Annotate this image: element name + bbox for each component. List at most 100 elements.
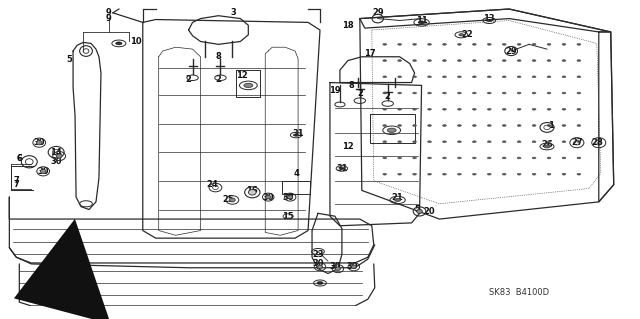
Circle shape bbox=[487, 43, 491, 45]
Circle shape bbox=[562, 125, 566, 126]
Text: 31: 31 bbox=[336, 164, 348, 173]
Circle shape bbox=[458, 60, 461, 62]
Text: 30: 30 bbox=[262, 193, 274, 202]
Text: 30: 30 bbox=[51, 157, 62, 166]
Circle shape bbox=[383, 76, 387, 78]
Circle shape bbox=[532, 108, 536, 110]
Text: 10: 10 bbox=[130, 37, 141, 46]
Text: 8: 8 bbox=[349, 81, 355, 90]
Circle shape bbox=[383, 173, 387, 175]
Circle shape bbox=[442, 108, 446, 110]
Circle shape bbox=[442, 173, 446, 175]
Text: 19: 19 bbox=[329, 86, 340, 95]
Circle shape bbox=[487, 92, 491, 94]
Circle shape bbox=[577, 92, 580, 94]
Circle shape bbox=[532, 92, 536, 94]
Ellipse shape bbox=[266, 195, 271, 199]
Circle shape bbox=[517, 92, 521, 94]
Ellipse shape bbox=[417, 209, 422, 213]
Circle shape bbox=[428, 108, 431, 110]
Circle shape bbox=[577, 108, 580, 110]
Text: 23: 23 bbox=[312, 250, 324, 259]
Circle shape bbox=[562, 157, 566, 159]
Circle shape bbox=[428, 43, 431, 45]
Text: 1: 1 bbox=[548, 121, 554, 130]
Circle shape bbox=[244, 83, 253, 87]
Circle shape bbox=[442, 76, 446, 78]
Circle shape bbox=[517, 43, 521, 45]
Text: 2: 2 bbox=[186, 75, 191, 84]
Circle shape bbox=[419, 21, 425, 24]
Circle shape bbox=[397, 141, 401, 143]
Circle shape bbox=[562, 108, 566, 110]
Circle shape bbox=[472, 43, 476, 45]
Circle shape bbox=[383, 108, 387, 110]
Text: 7: 7 bbox=[13, 180, 19, 189]
Text: 28: 28 bbox=[591, 138, 603, 147]
Circle shape bbox=[428, 141, 431, 143]
Text: 12: 12 bbox=[342, 142, 354, 151]
Circle shape bbox=[562, 43, 566, 45]
Ellipse shape bbox=[40, 169, 46, 174]
Ellipse shape bbox=[351, 265, 356, 269]
Text: 31: 31 bbox=[292, 129, 304, 137]
Ellipse shape bbox=[335, 267, 340, 271]
Text: 9: 9 bbox=[106, 14, 112, 23]
Text: 30: 30 bbox=[38, 167, 49, 176]
Text: 9: 9 bbox=[106, 8, 112, 17]
Text: 30: 30 bbox=[282, 193, 294, 202]
Circle shape bbox=[458, 43, 461, 45]
Circle shape bbox=[397, 43, 401, 45]
Text: 17: 17 bbox=[364, 49, 376, 58]
Text: 15: 15 bbox=[282, 212, 294, 221]
Text: 7: 7 bbox=[13, 176, 19, 185]
Circle shape bbox=[487, 173, 491, 175]
Circle shape bbox=[517, 157, 521, 159]
Circle shape bbox=[428, 157, 431, 159]
Circle shape bbox=[517, 76, 521, 78]
Circle shape bbox=[383, 60, 387, 62]
Circle shape bbox=[547, 92, 551, 94]
Circle shape bbox=[517, 141, 521, 143]
Circle shape bbox=[397, 92, 401, 94]
Circle shape bbox=[413, 108, 417, 110]
Circle shape bbox=[387, 128, 396, 132]
Circle shape bbox=[502, 92, 506, 94]
Text: 21: 21 bbox=[392, 193, 404, 202]
Circle shape bbox=[458, 76, 461, 78]
Circle shape bbox=[532, 76, 536, 78]
Circle shape bbox=[413, 157, 417, 159]
Circle shape bbox=[472, 92, 476, 94]
Text: 5: 5 bbox=[415, 205, 420, 214]
Text: 4: 4 bbox=[293, 169, 299, 178]
Circle shape bbox=[394, 198, 401, 202]
Circle shape bbox=[487, 157, 491, 159]
Circle shape bbox=[383, 43, 387, 45]
Circle shape bbox=[459, 33, 464, 36]
Text: 20: 20 bbox=[424, 207, 435, 216]
Circle shape bbox=[442, 60, 446, 62]
Circle shape bbox=[577, 157, 580, 159]
Circle shape bbox=[428, 60, 431, 62]
Circle shape bbox=[487, 125, 491, 126]
Circle shape bbox=[413, 60, 417, 62]
Circle shape bbox=[487, 76, 491, 78]
Circle shape bbox=[502, 125, 506, 126]
Circle shape bbox=[397, 108, 401, 110]
Circle shape bbox=[562, 141, 566, 143]
Circle shape bbox=[577, 141, 580, 143]
Text: 29: 29 bbox=[506, 47, 517, 56]
Text: 11: 11 bbox=[416, 16, 428, 25]
Circle shape bbox=[562, 60, 566, 62]
Circle shape bbox=[458, 108, 461, 110]
Circle shape bbox=[413, 92, 417, 94]
Ellipse shape bbox=[56, 154, 62, 158]
Circle shape bbox=[562, 92, 566, 94]
Circle shape bbox=[577, 125, 580, 126]
Circle shape bbox=[472, 173, 476, 175]
Circle shape bbox=[472, 141, 476, 143]
Circle shape bbox=[502, 173, 506, 175]
Circle shape bbox=[562, 173, 566, 175]
Circle shape bbox=[413, 76, 417, 78]
Circle shape bbox=[502, 157, 506, 159]
